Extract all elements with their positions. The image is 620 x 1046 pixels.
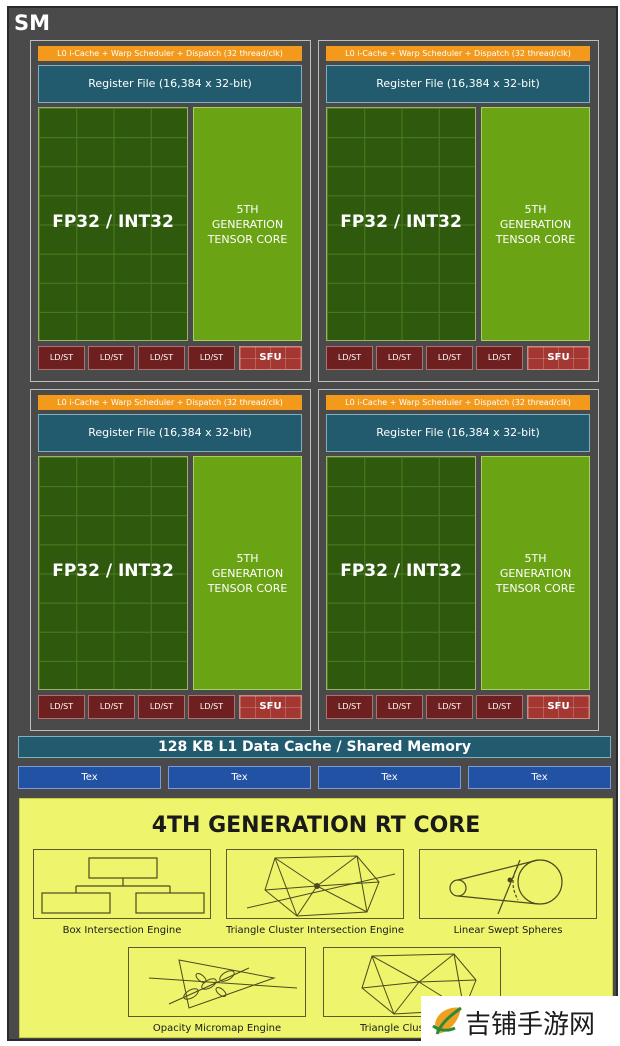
box-hierarchy-icon xyxy=(41,857,205,914)
ldst-unit: LD/ST xyxy=(326,695,373,719)
watermark: 吉铺手游网 xyxy=(421,996,620,1046)
ldst-unit: LD/ST xyxy=(188,346,235,370)
tensor-core: 5TH GENERATION TENSOR CORE xyxy=(481,107,590,341)
register-file: Register File (16,384 x 32-bit) xyxy=(326,414,590,452)
register-file: Register File (16,384 x 32-bit) xyxy=(38,414,302,452)
ldst-unit: LD/ST xyxy=(326,346,373,370)
ldst-unit: LD/ST xyxy=(88,346,135,370)
ldst-unit: LD/ST xyxy=(88,695,135,719)
tensor-line-3: TENSOR CORE xyxy=(495,582,576,595)
tensor-line-1: 5TH xyxy=(236,552,259,565)
leaf-micromap-icon xyxy=(148,959,298,1009)
opacity-micromap-engine xyxy=(128,947,306,1017)
tex-unit: Tex xyxy=(318,766,461,789)
l0-bar: L0 i-Cache + Warp Scheduler + Dispatch (… xyxy=(38,395,302,410)
fp32-int32-label: FP32 / INT32 xyxy=(52,561,174,581)
sfu-unit: SFU xyxy=(527,346,590,370)
sm-title: SM xyxy=(14,11,51,35)
ldst-unit: LD/ST xyxy=(376,695,423,719)
ldst-unit: LD/ST xyxy=(138,346,185,370)
l0-bar: L0 i-Cache + Warp Scheduler + Dispatch (… xyxy=(38,46,302,61)
ldst-unit: LD/ST xyxy=(188,695,235,719)
tensor-line-1: 5TH xyxy=(236,203,259,216)
ldst-unit: LD/ST xyxy=(426,346,473,370)
tensor-core: 5TH GENERATION TENSOR CORE xyxy=(481,456,590,690)
engine-label: Triangle Cluster Com xyxy=(360,1023,464,1034)
engine-label: Linear Swept Spheres xyxy=(453,925,563,936)
ldst-unit: LD/ST xyxy=(426,695,473,719)
swept-sphere-icon xyxy=(449,859,563,915)
tensor-line-1: 5TH xyxy=(524,203,547,216)
fp32-int32-unit: FP32 / INT32 xyxy=(326,456,476,690)
rt-core: 4TH GENERATION RT CORE Box Intersection … xyxy=(19,798,613,1038)
triangle-mesh-ray-icon xyxy=(246,855,396,917)
register-file: Register File (16,384 x 32-bit) xyxy=(326,65,590,103)
watermark-text: 吉铺手游网 xyxy=(465,1010,596,1040)
partition-bottom-left: L0 i-Cache + Warp Scheduler + Dispatch (… xyxy=(30,389,311,731)
ldst-unit: LD/ST xyxy=(476,346,523,370)
engine-label: Box Intersection Engine xyxy=(62,925,182,936)
tensor-line-2: GENERATION xyxy=(211,567,284,580)
ldst-unit: LD/ST xyxy=(138,695,185,719)
fp32-int32-unit: FP32 / INT32 xyxy=(38,456,188,690)
tensor-line-3: TENSOR CORE xyxy=(207,233,288,246)
ldst-unit: LD/ST xyxy=(376,346,423,370)
tensor-line-1: 5TH xyxy=(524,552,547,565)
partition-top-left: L0 i-Cache + Warp Scheduler + Dispatch (… xyxy=(30,40,311,382)
tensor-line-3: TENSOR CORE xyxy=(207,582,288,595)
sfu-unit: SFU xyxy=(527,695,590,719)
tensor-line-3: TENSOR CORE xyxy=(495,233,576,246)
l0-bar: L0 i-Cache + Warp Scheduler + Dispatch (… xyxy=(326,395,590,410)
sfu-unit: SFU xyxy=(239,346,302,370)
fp32-int32-unit: FP32 / INT32 xyxy=(326,107,476,341)
triangle-cluster-intersection-engine xyxy=(226,849,404,919)
tex-unit: Tex xyxy=(168,766,311,789)
register-file: Register File (16,384 x 32-bit) xyxy=(38,65,302,103)
tex-unit: Tex xyxy=(18,766,161,789)
tensor-line-2: GENERATION xyxy=(499,567,572,580)
tensor-line-2: GENERATION xyxy=(211,218,284,231)
sm-block: SM L0 i-Cache + Warp Scheduler + Dispatc… xyxy=(7,6,618,1041)
ldst-unit: LD/ST xyxy=(476,695,523,719)
l1-data-cache: 128 KB L1 Data Cache / Shared Memory xyxy=(18,736,611,758)
fp32-int32-label: FP32 / INT32 xyxy=(340,212,462,232)
fp32-int32-label: FP32 / INT32 xyxy=(340,561,462,581)
tex-unit: Tex xyxy=(468,766,611,789)
l0-bar: L0 i-Cache + Warp Scheduler + Dispatch (… xyxy=(326,46,590,61)
partition-top-right: L0 i-Cache + Warp Scheduler + Dispatch (… xyxy=(318,40,599,382)
sfu-unit: SFU xyxy=(239,695,302,719)
tensor-core: 5TH GENERATION TENSOR CORE xyxy=(193,107,302,341)
fp32-int32-unit: FP32 / INT32 xyxy=(38,107,188,341)
rt-core-title: 4TH GENERATION RT CORE xyxy=(151,813,481,838)
leaf-logo-icon xyxy=(432,1006,462,1035)
engine-label: Triangle Cluster Intersection Engine xyxy=(225,925,405,936)
box-intersection-engine xyxy=(33,849,211,919)
linear-swept-spheres xyxy=(419,849,597,919)
partition-bottom-right: L0 i-Cache + Warp Scheduler + Dispatch (… xyxy=(318,389,599,731)
ldst-unit: LD/ST xyxy=(38,695,85,719)
hit-point-icon xyxy=(314,883,320,889)
tensor-core: 5TH GENERATION TENSOR CORE xyxy=(193,456,302,690)
engine-label: Opacity Micromap Engine xyxy=(152,1023,282,1034)
tensor-line-2: GENERATION xyxy=(499,218,572,231)
ldst-unit: LD/ST xyxy=(38,346,85,370)
fp32-int32-label: FP32 / INT32 xyxy=(52,212,174,232)
